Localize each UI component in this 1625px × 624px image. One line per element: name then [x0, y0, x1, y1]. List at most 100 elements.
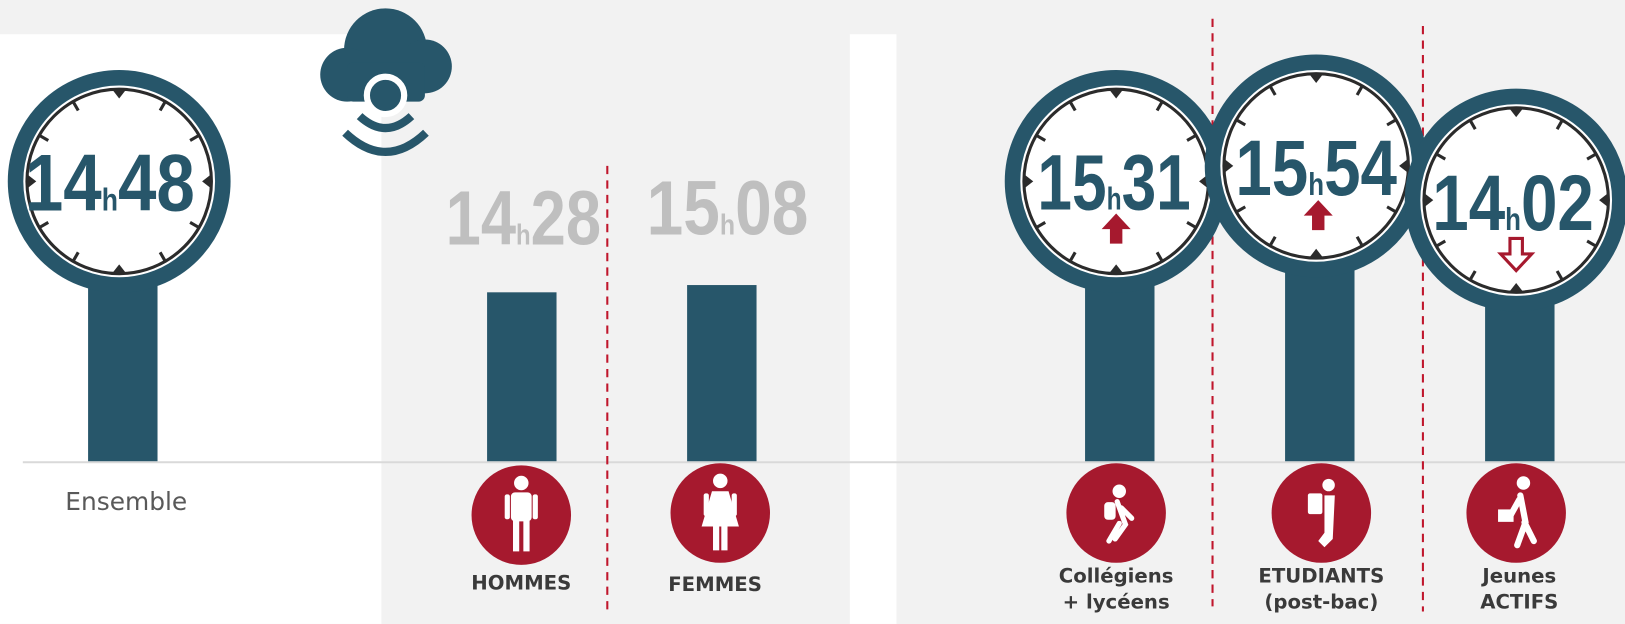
label: Jeunes — [1480, 564, 1556, 587]
clock-tick — [1386, 118, 1397, 127]
stem — [1085, 279, 1155, 462]
icon-hommes — [471, 465, 572, 565]
clock-marker — [1399, 158, 1409, 174]
clock-tick — [1235, 205, 1247, 214]
clock-tick — [1068, 251, 1077, 263]
clock-marker — [111, 89, 127, 99]
arrow-down — [1497, 236, 1536, 273]
clock-tick — [158, 100, 167, 112]
panel-gap — [849, 34, 897, 624]
clock-tick — [1155, 251, 1164, 263]
hours: 14 — [1432, 159, 1505, 247]
label: (post-bac) — [1264, 590, 1378, 613]
clock-tick — [1468, 270, 1477, 281]
clock-tick — [189, 133, 200, 142]
minutes: 08 — [735, 166, 808, 251]
arrow-up — [1101, 213, 1131, 244]
clock-marker — [1108, 264, 1124, 274]
clock-tick — [1586, 152, 1597, 161]
time: 14h28 — [446, 177, 601, 262]
unit: h — [102, 182, 118, 217]
clock-tick — [1435, 152, 1447, 161]
unit: h — [1107, 181, 1122, 216]
clock-tick — [71, 100, 80, 112]
clock-tick — [1155, 100, 1164, 112]
bar — [687, 285, 757, 462]
label: FEMMES — [668, 573, 762, 596]
icon-femmes — [670, 463, 771, 563]
stem — [1285, 264, 1355, 462]
hours: 14 — [25, 138, 102, 228]
cloud-icon — [320, 8, 452, 156]
clock-marker — [202, 174, 212, 189]
time: 15h54 — [1235, 124, 1397, 212]
minutes: 48 — [118, 138, 195, 228]
label: Ensemble — [65, 487, 187, 516]
clock-ring — [7, 70, 231, 293]
clock-tick — [1386, 205, 1397, 214]
time: 15h31 — [1037, 138, 1190, 226]
clock-ring — [1404, 88, 1625, 312]
hours: 14 — [446, 177, 517, 262]
clock-marker — [1599, 192, 1609, 208]
label: + lycéens — [1063, 590, 1170, 613]
unit: h — [516, 220, 531, 252]
clock-marker — [1108, 89, 1124, 99]
clock-tick — [158, 251, 167, 263]
clock-tick — [38, 133, 50, 142]
icon-etudiants — [1271, 463, 1372, 563]
icon-collegiens — [1066, 463, 1166, 563]
time: 14h48 — [25, 138, 195, 228]
clock-tick — [1268, 236, 1277, 247]
label: ETUDIANTS — [1258, 564, 1384, 587]
arrow-up — [1303, 200, 1333, 231]
clock-tick — [1035, 133, 1047, 142]
clock-tick — [1186, 133, 1197, 142]
label: HOMMES — [471, 572, 571, 595]
bars — [88, 264, 1555, 462]
label: ACTIFS — [1480, 590, 1558, 613]
clock-marker — [111, 264, 127, 274]
clock-tick — [1068, 100, 1077, 112]
minutes: 31 — [1122, 138, 1191, 226]
bar — [487, 292, 557, 462]
icon-actifs — [1466, 463, 1566, 563]
time: 14h02 — [1432, 159, 1594, 247]
clock-marker — [1223, 158, 1234, 174]
clock-tick — [71, 251, 80, 263]
clock-marker — [1308, 248, 1324, 259]
stem — [1485, 300, 1555, 462]
clocks — [7, 54, 1625, 312]
clock-tick — [1555, 119, 1564, 130]
unit: h — [1308, 167, 1324, 202]
clock-tick — [1435, 239, 1447, 248]
clock-tick — [1555, 270, 1564, 281]
unit: h — [720, 209, 735, 241]
minutes: 28 — [531, 177, 601, 262]
clock-tick — [1268, 85, 1277, 96]
unit: h — [1505, 202, 1521, 237]
stem — [88, 279, 158, 462]
clock-marker — [26, 174, 37, 189]
clock-tick — [1355, 236, 1364, 247]
clock-marker — [1423, 192, 1434, 208]
clock-tick — [1468, 119, 1477, 130]
clock-tick — [1355, 85, 1364, 96]
time: 15h08 — [647, 166, 809, 251]
clock-marker — [1508, 107, 1524, 118]
clock-marker — [1508, 282, 1524, 293]
minutes: 02 — [1521, 159, 1594, 247]
hours: 15 — [1037, 138, 1106, 226]
clock-tick — [1235, 118, 1247, 127]
clock-tick — [1035, 221, 1047, 229]
clock-tick — [189, 221, 200, 229]
clock-marker — [1308, 73, 1324, 83]
label: Collégiens — [1059, 564, 1174, 587]
clock-marker — [1023, 174, 1034, 189]
clock-tick — [1586, 239, 1597, 248]
clock-tick — [38, 221, 50, 229]
hours: 15 — [647, 166, 720, 251]
clock-tick — [1186, 221, 1197, 229]
